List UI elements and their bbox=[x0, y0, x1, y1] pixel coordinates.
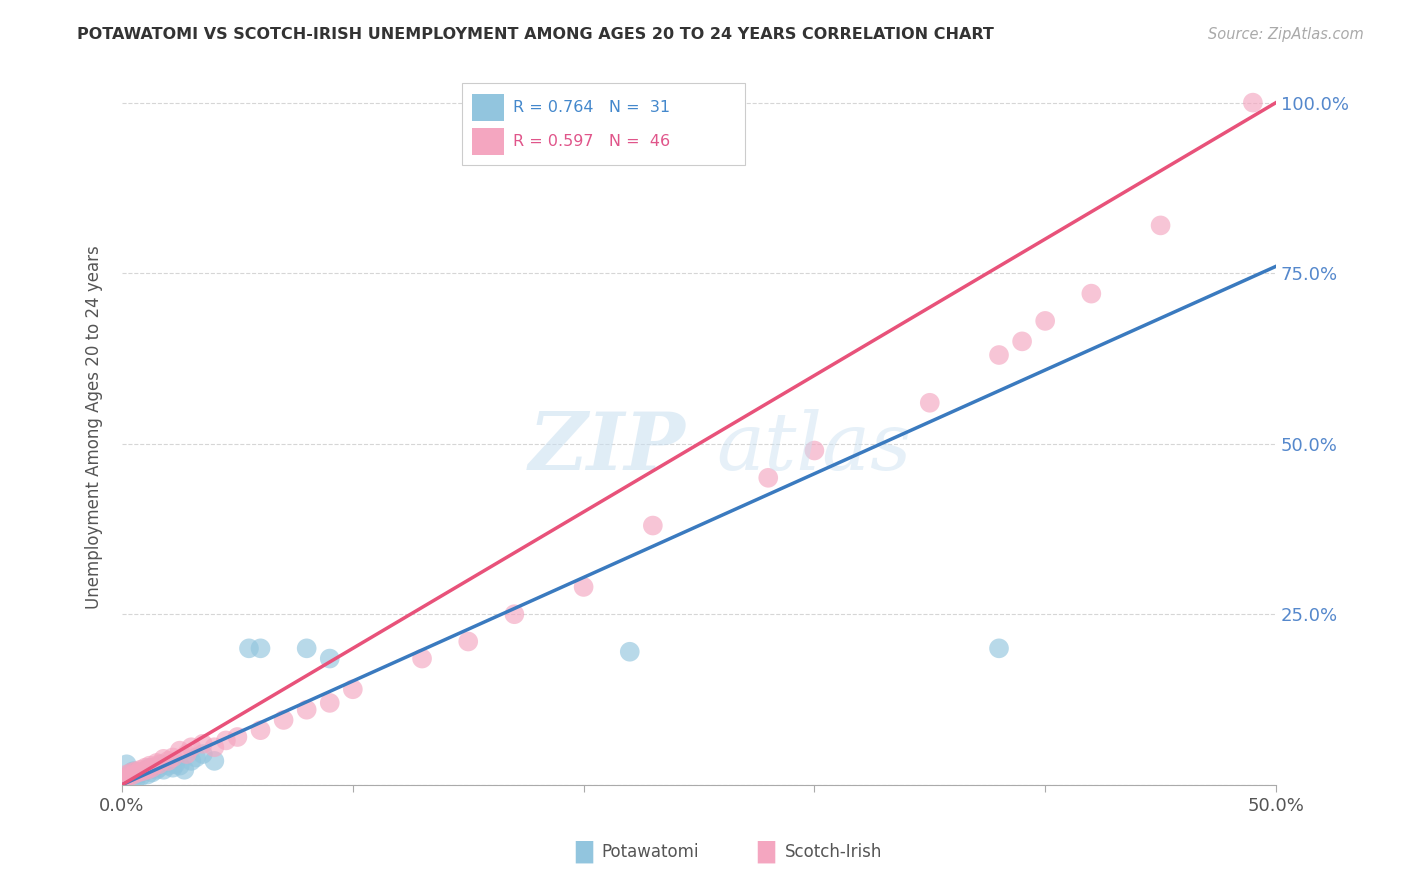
Point bbox=[191, 747, 214, 761]
Point bbox=[132, 764, 155, 778]
Point bbox=[988, 348, 1011, 362]
Point bbox=[176, 747, 198, 761]
Point bbox=[162, 761, 184, 775]
Point bbox=[148, 761, 170, 775]
Point bbox=[503, 607, 526, 622]
Point bbox=[129, 770, 152, 784]
Point bbox=[1241, 95, 1264, 110]
Point bbox=[249, 641, 271, 656]
Point bbox=[134, 764, 156, 778]
Point bbox=[152, 752, 174, 766]
Point bbox=[125, 772, 148, 787]
Point bbox=[136, 767, 159, 781]
Text: █: █ bbox=[575, 840, 592, 863]
Point bbox=[619, 645, 641, 659]
Point bbox=[145, 763, 167, 777]
Point bbox=[139, 761, 162, 775]
Point bbox=[173, 763, 195, 777]
Point bbox=[202, 740, 225, 755]
Point bbox=[152, 763, 174, 777]
Point bbox=[112, 772, 135, 787]
Point bbox=[157, 758, 180, 772]
Point bbox=[1149, 219, 1171, 233]
Point bbox=[157, 754, 180, 768]
Point bbox=[1080, 286, 1102, 301]
Point bbox=[215, 733, 238, 747]
Point bbox=[319, 696, 342, 710]
Point bbox=[238, 641, 260, 656]
Point bbox=[457, 634, 479, 648]
Point bbox=[111, 778, 134, 792]
Point bbox=[226, 730, 249, 744]
Point bbox=[165, 757, 187, 772]
Text: R = 0.597   N =  46: R = 0.597 N = 46 bbox=[513, 134, 671, 149]
Point bbox=[122, 767, 145, 781]
Point bbox=[918, 396, 941, 410]
Point bbox=[191, 737, 214, 751]
Point bbox=[342, 682, 364, 697]
Text: atlas: atlas bbox=[717, 409, 912, 487]
Point bbox=[141, 765, 163, 780]
Point bbox=[115, 767, 138, 781]
Point bbox=[1011, 334, 1033, 349]
Point bbox=[295, 641, 318, 656]
Point bbox=[319, 651, 342, 665]
Point bbox=[184, 750, 207, 764]
Point bbox=[150, 757, 173, 772]
Text: POTAWATOMI VS SCOTCH-IRISH UNEMPLOYMENT AMONG AGES 20 TO 24 YEARS CORRELATION CH: POTAWATOMI VS SCOTCH-IRISH UNEMPLOYMENT … bbox=[77, 27, 994, 42]
Point bbox=[202, 754, 225, 768]
Point bbox=[180, 740, 202, 755]
FancyBboxPatch shape bbox=[471, 94, 503, 120]
Point bbox=[1033, 314, 1056, 328]
Point bbox=[988, 641, 1011, 656]
Point bbox=[148, 757, 170, 772]
Text: Potawatomi: Potawatomi bbox=[602, 843, 699, 861]
Point bbox=[572, 580, 595, 594]
Point bbox=[115, 757, 138, 772]
Point bbox=[125, 764, 148, 778]
Point bbox=[122, 764, 145, 778]
Point bbox=[118, 770, 141, 784]
Text: Scotch-Irish: Scotch-Irish bbox=[785, 843, 882, 861]
Point bbox=[139, 758, 162, 772]
Point bbox=[169, 744, 191, 758]
Point bbox=[111, 778, 134, 792]
Point bbox=[169, 758, 191, 772]
FancyBboxPatch shape bbox=[471, 128, 503, 155]
Y-axis label: Unemployment Among Ages 20 to 24 years: Unemployment Among Ages 20 to 24 years bbox=[86, 244, 103, 608]
Point bbox=[120, 765, 142, 780]
Point bbox=[129, 763, 152, 777]
Point bbox=[120, 765, 142, 780]
Point bbox=[118, 770, 141, 784]
Point bbox=[111, 771, 134, 785]
Point bbox=[411, 651, 433, 665]
FancyBboxPatch shape bbox=[463, 83, 745, 165]
Point bbox=[249, 723, 271, 738]
Point bbox=[136, 763, 159, 777]
Text: R = 0.764   N =  31: R = 0.764 N = 31 bbox=[513, 100, 671, 115]
Point bbox=[141, 761, 163, 775]
Point bbox=[127, 767, 149, 781]
Point bbox=[803, 443, 825, 458]
Point bbox=[180, 754, 202, 768]
Point bbox=[162, 750, 184, 764]
Point bbox=[273, 713, 295, 727]
Point bbox=[641, 518, 664, 533]
Point bbox=[756, 471, 779, 485]
Text: ZIP: ZIP bbox=[529, 409, 685, 487]
Point bbox=[145, 756, 167, 770]
Point bbox=[127, 765, 149, 780]
Text: Source: ZipAtlas.com: Source: ZipAtlas.com bbox=[1208, 27, 1364, 42]
Point bbox=[134, 761, 156, 775]
Point bbox=[295, 703, 318, 717]
Text: █: █ bbox=[758, 840, 775, 863]
